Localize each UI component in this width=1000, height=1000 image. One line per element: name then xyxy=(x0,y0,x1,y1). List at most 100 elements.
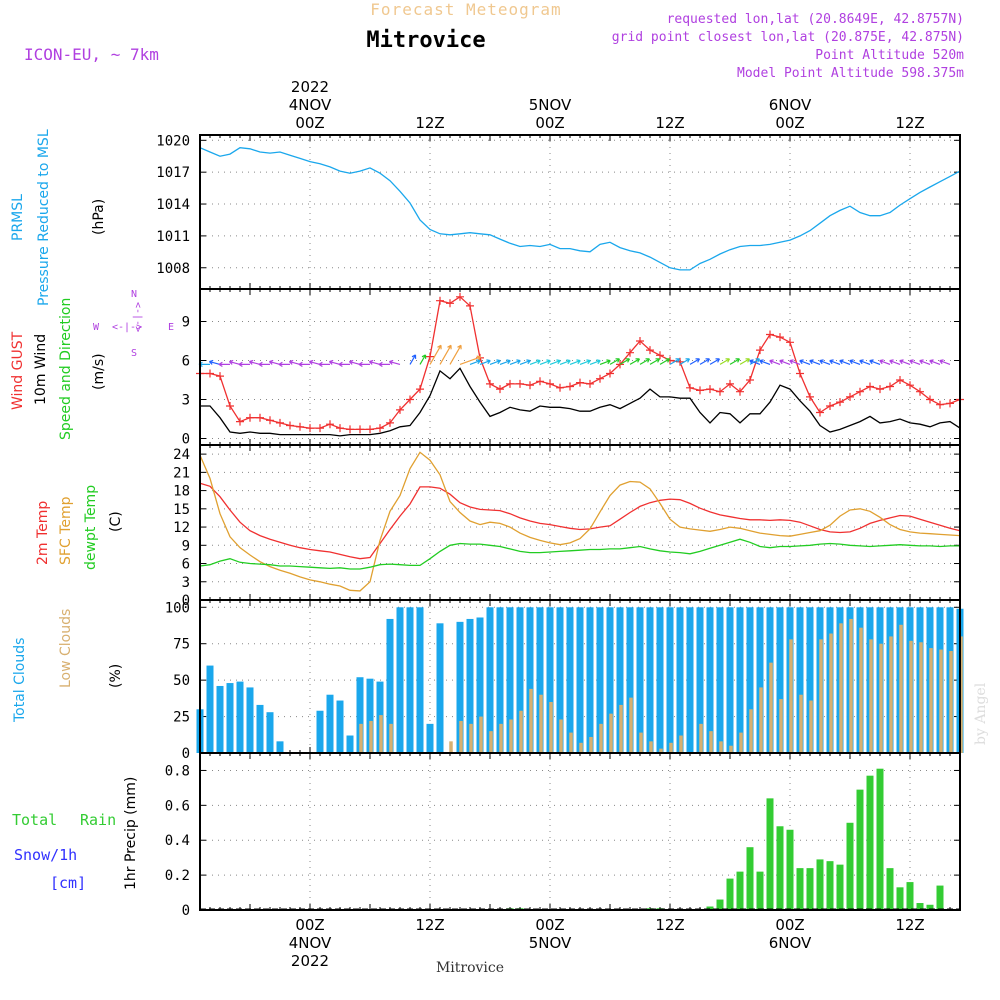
point-altitude: Point Altitude 520m xyxy=(815,48,964,63)
low-cloud-bar xyxy=(829,633,833,753)
bottom-time-label: 12Z xyxy=(895,916,924,934)
low-cloud-bar xyxy=(739,732,743,753)
wind-direction-arrow xyxy=(318,361,330,368)
temperature-line-dewpt-temp xyxy=(199,538,960,570)
low-cloud-bar xyxy=(839,623,843,753)
compass-rose: N S W E <-|-> <-|-> xyxy=(93,289,174,359)
gust-marker xyxy=(886,382,894,391)
total-cloud-bar xyxy=(346,735,354,753)
wind-direction-arrow xyxy=(569,359,581,365)
wind-direction-arrow xyxy=(649,358,661,365)
gust-marker xyxy=(896,376,904,384)
cloud-labels: Total Clouds Low Clouds (%) xyxy=(12,609,124,723)
gust-marker xyxy=(866,382,874,391)
temperature-ytick-label: 12 xyxy=(173,520,190,536)
bottom-location: Mitrovice xyxy=(436,960,504,976)
low-cloud-bar xyxy=(499,723,503,753)
gust-marker xyxy=(606,369,614,378)
rain-bar xyxy=(746,847,754,910)
temperature-ytick-label: 24 xyxy=(173,447,190,463)
total-cloud-bar xyxy=(216,685,224,753)
wind-direction-arrow xyxy=(819,359,831,365)
top-year-label: 2022 xyxy=(291,78,329,96)
wind-ytick-label: 0 xyxy=(182,432,190,448)
low-cloud-bar xyxy=(649,741,653,753)
wind-direction-arrow xyxy=(879,359,891,365)
wind-direction-arrow xyxy=(308,359,321,365)
wind-direction-arrow xyxy=(919,359,931,365)
wind-direction-arrow xyxy=(338,361,350,368)
wind-direction-arrow xyxy=(549,359,561,365)
gust-marker xyxy=(636,337,644,345)
rain-bar xyxy=(846,822,854,910)
top-time-label: 12Z xyxy=(415,114,444,132)
bottom-date-label: 6NOV xyxy=(769,934,812,952)
snow-label: Snow/1h xyxy=(14,846,77,864)
total-cloud-bar xyxy=(596,607,604,753)
gust-marker xyxy=(276,418,284,427)
rain-bar xyxy=(796,868,804,910)
low-cloud-bar xyxy=(899,624,903,753)
model-altitude: Model Point Altitude 598.375m xyxy=(737,66,964,81)
precip-labels: Total Rain Snow/1h [cm] 1hr Precip (mm) xyxy=(12,777,139,892)
total-cloud-bar xyxy=(686,607,694,753)
total-cloud-bar xyxy=(576,607,584,753)
total-cloud-bar xyxy=(716,607,724,753)
wind-direction-arrow xyxy=(839,359,851,365)
dewpt-title: dewpt Temp xyxy=(83,485,99,570)
wind-direction-arrow xyxy=(939,359,951,365)
gust-marker xyxy=(916,387,924,396)
total-cloud-bar xyxy=(316,710,324,753)
low-cloud-bar xyxy=(619,704,623,753)
total-cloud-bar xyxy=(796,607,804,753)
total-cloud-bar xyxy=(626,607,634,753)
low-cloud-bar xyxy=(919,642,923,753)
temperature-line-2m-temp xyxy=(199,482,961,560)
gust-marker xyxy=(316,424,324,433)
total-cloud-bar xyxy=(516,607,524,753)
gust-marker xyxy=(656,351,664,360)
total-cloud-bar xyxy=(546,607,554,753)
gust-marker xyxy=(326,420,334,429)
rain-bar xyxy=(906,882,914,910)
total-cloud-bar xyxy=(566,607,574,753)
low-cloud-bar xyxy=(879,643,883,753)
low-cloud-bar xyxy=(869,639,873,753)
gust-marker xyxy=(556,383,564,392)
wind-direction-arrow xyxy=(218,361,230,368)
wind-direction-arrow xyxy=(739,358,751,365)
gust-marker xyxy=(306,424,314,433)
total-cloud-bar xyxy=(236,681,244,753)
low-cloud-bar xyxy=(729,745,733,753)
wind-direction-arrow xyxy=(749,359,761,365)
low-cloud-bar xyxy=(529,688,533,753)
total-cloud-bar xyxy=(256,704,264,753)
bottom-time-label: 00Z xyxy=(535,916,564,934)
low-cloud-bar xyxy=(569,732,573,753)
total-cloud-bar xyxy=(226,683,234,753)
temperature-frame xyxy=(199,444,961,601)
total-cloud-bar xyxy=(696,607,704,753)
temp-labels: 2m Temp SFC Temp dewpt Temp (C) xyxy=(35,485,124,570)
wind-direction-arrow xyxy=(479,359,491,365)
wind-direction-arrow xyxy=(258,361,270,368)
low-cloud-bar xyxy=(679,735,683,753)
low-cloud-bar xyxy=(589,736,593,753)
gust-marker xyxy=(236,417,244,426)
top-time-label: 12Z xyxy=(655,114,684,132)
total-cloud-bar xyxy=(606,607,614,753)
wind-direction-arrow xyxy=(899,359,911,365)
gust-marker xyxy=(366,425,374,434)
snow-unit: [cm] xyxy=(50,874,86,892)
pressure-ytick-label: 1008 xyxy=(156,261,190,277)
low-cloud-bar xyxy=(939,649,943,753)
gust-marker xyxy=(696,386,704,395)
temperature-ytick-label: 3 xyxy=(182,575,190,591)
low-cloud-bar xyxy=(779,699,783,753)
top-time-label: 00Z xyxy=(535,114,564,132)
clouds-ytick-label: 100 xyxy=(165,600,190,616)
wind-direction-arrow xyxy=(889,359,901,365)
rain-bar xyxy=(886,868,894,910)
clouds-ytick-label: 75 xyxy=(173,637,190,653)
wind-direction-arrow xyxy=(599,359,611,365)
